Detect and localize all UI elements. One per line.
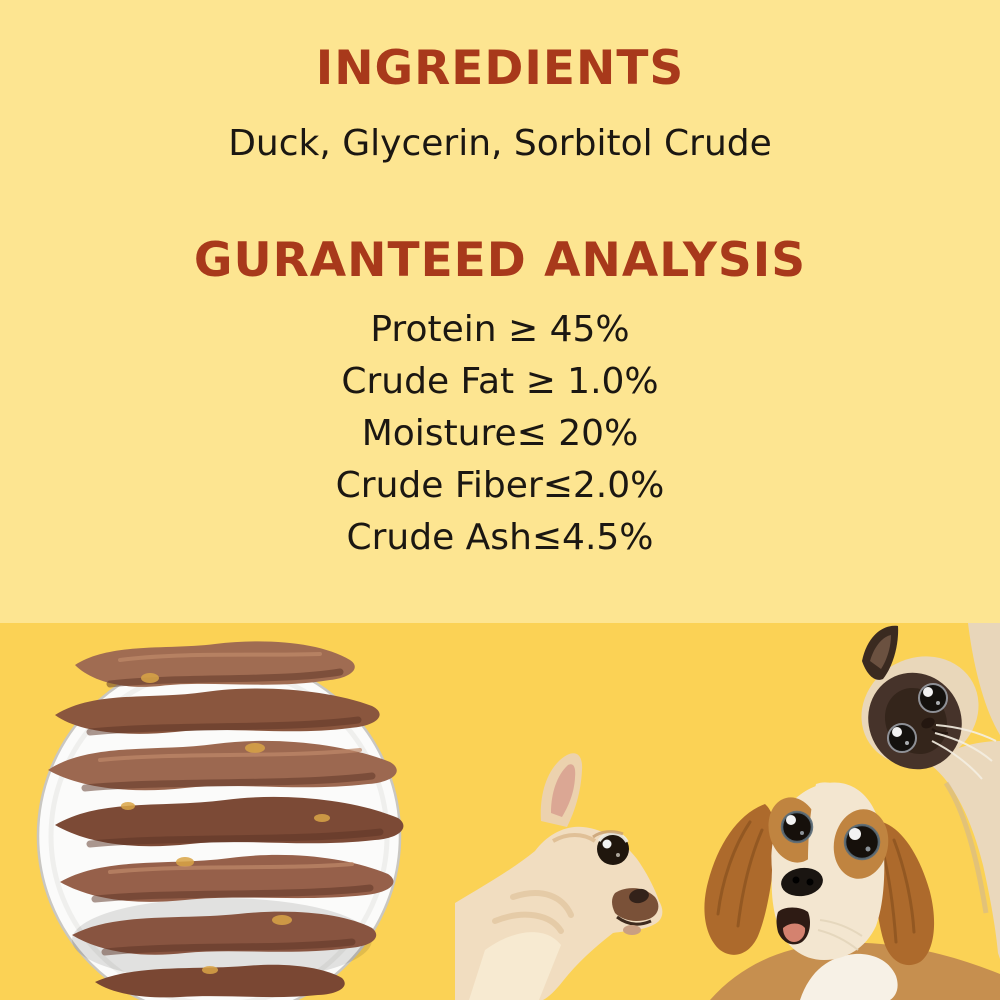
guaranteed-analysis-list: Protein ≥ 45% Crude Fat ≥ 1.0% Moisture≤…: [0, 304, 1000, 564]
analysis-crude-ash: Crude Ash≤4.5%: [346, 516, 654, 558]
guaranteed-analysis-heading: GURANTEED ANALYSIS: [193, 233, 807, 289]
analysis-crude-fiber: Crude Fiber≤2.0%: [335, 464, 665, 506]
analysis-protein: Protein ≥ 45%: [370, 308, 630, 350]
duck-jerky-plate-image: [0, 620, 480, 1000]
spaniel-image: [650, 770, 1000, 1000]
chihuahua-image: [455, 745, 695, 1000]
analysis-moisture: Moisture≤ 20%: [361, 412, 639, 454]
info-panel: INGREDIENTS Duck, Glycerin, Sorbitol Cru…: [0, 0, 1000, 623]
ingredients-heading: INGREDIENTS: [315, 41, 685, 96]
analysis-crude-fat: Crude Fat ≥ 1.0%: [341, 360, 659, 402]
ingredients-list: Duck, Glycerin, Sorbitol Crude: [228, 123, 772, 165]
siamese-cat-image: [820, 623, 1000, 1000]
